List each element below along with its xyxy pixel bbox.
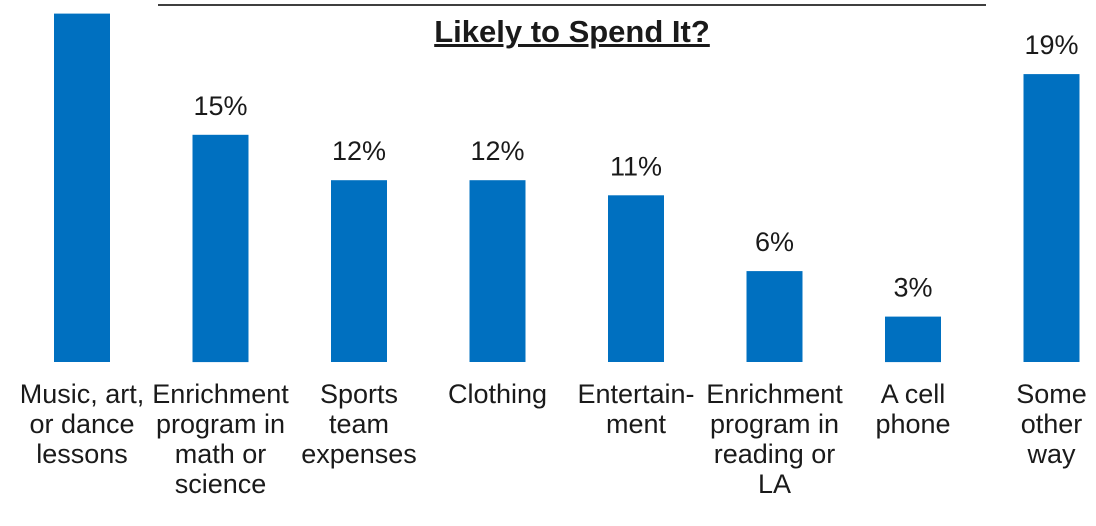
category-label-3: Sports team expenses — [301, 379, 417, 469]
category-label-5: Entertain-ment — [577, 379, 694, 439]
data-label-8: 19% — [1024, 30, 1078, 60]
category-label-7: A cell phone — [875, 379, 950, 439]
data-label-4: 12% — [470, 136, 524, 166]
chart-title: Likely to Spend It? — [434, 14, 710, 49]
bar-3 — [331, 180, 387, 362]
chart-title-container: Likely to Spend It? — [158, 14, 986, 50]
bar-5 — [608, 195, 664, 362]
data-label-3: 12% — [332, 136, 386, 166]
data-label-7: 3% — [893, 273, 932, 303]
category-label-4: Clothing — [448, 379, 547, 409]
data-label-6: 6% — [755, 227, 794, 257]
data-label-5: 11% — [610, 151, 662, 181]
category-label-1: Music, art, or dance lessons — [20, 379, 145, 469]
bar-7 — [885, 316, 941, 363]
bar-1 — [54, 13, 110, 362]
category-label-6: Enrichment program in reading or LA — [706, 379, 843, 499]
data-label-2: 15% — [193, 91, 247, 121]
bar-8 — [1023, 74, 1080, 362]
title-divider — [158, 4, 986, 6]
bar-4 — [469, 180, 526, 362]
category-label-8: Some other way — [1016, 379, 1087, 469]
category-label-2: Enrichment program in math or science — [152, 379, 289, 499]
bar-2 — [192, 134, 249, 363]
bar-6 — [746, 271, 803, 362]
